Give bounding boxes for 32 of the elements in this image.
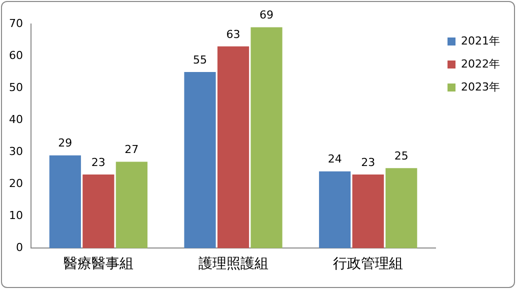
legend-label: 2022年 (461, 57, 500, 70)
y-tick-label: 40 (8, 112, 23, 126)
data-label: 69 (260, 8, 274, 22)
data-label: 23 (361, 156, 376, 169)
bar (49, 155, 81, 248)
y-tick-label: 50 (8, 80, 23, 94)
bar (116, 162, 148, 248)
bar (352, 174, 384, 248)
y-tick-label: 20 (8, 177, 23, 190)
data-label: 55 (192, 53, 207, 66)
y-tick-label: 10 (8, 209, 23, 222)
y-tick-label: 70 (8, 16, 23, 30)
bar (250, 27, 282, 248)
y-tick-label: 30 (8, 144, 23, 158)
bar (319, 171, 351, 248)
data-label: 27 (124, 143, 139, 156)
bar (217, 46, 250, 248)
y-tick-label: 60 (8, 48, 23, 62)
y-tick-label: 0 (16, 241, 23, 254)
x-tick-label: 行政管理組 (333, 256, 404, 272)
x-tick-label: 醫療醫事組 (63, 256, 134, 272)
bar (184, 72, 216, 248)
bar (82, 174, 114, 248)
bar (386, 168, 418, 248)
data-label: 24 (328, 152, 342, 166)
data-label: 23 (91, 156, 106, 169)
legend-label: 2023年 (461, 80, 500, 94)
data-label: 63 (226, 28, 240, 41)
data-label: 29 (58, 136, 72, 150)
x-tick-label: 護理照護組 (198, 256, 268, 272)
legend-label: 2021年 (461, 34, 500, 48)
data-label: 25 (394, 149, 408, 162)
